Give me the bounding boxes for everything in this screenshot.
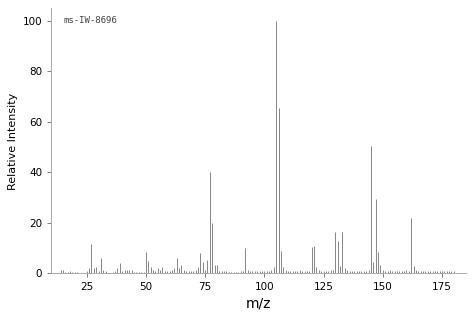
Y-axis label: Relative Intensity: Relative Intensity xyxy=(9,92,18,189)
X-axis label: m/z: m/z xyxy=(246,297,271,311)
Text: ms-IW-8696: ms-IW-8696 xyxy=(64,16,118,25)
